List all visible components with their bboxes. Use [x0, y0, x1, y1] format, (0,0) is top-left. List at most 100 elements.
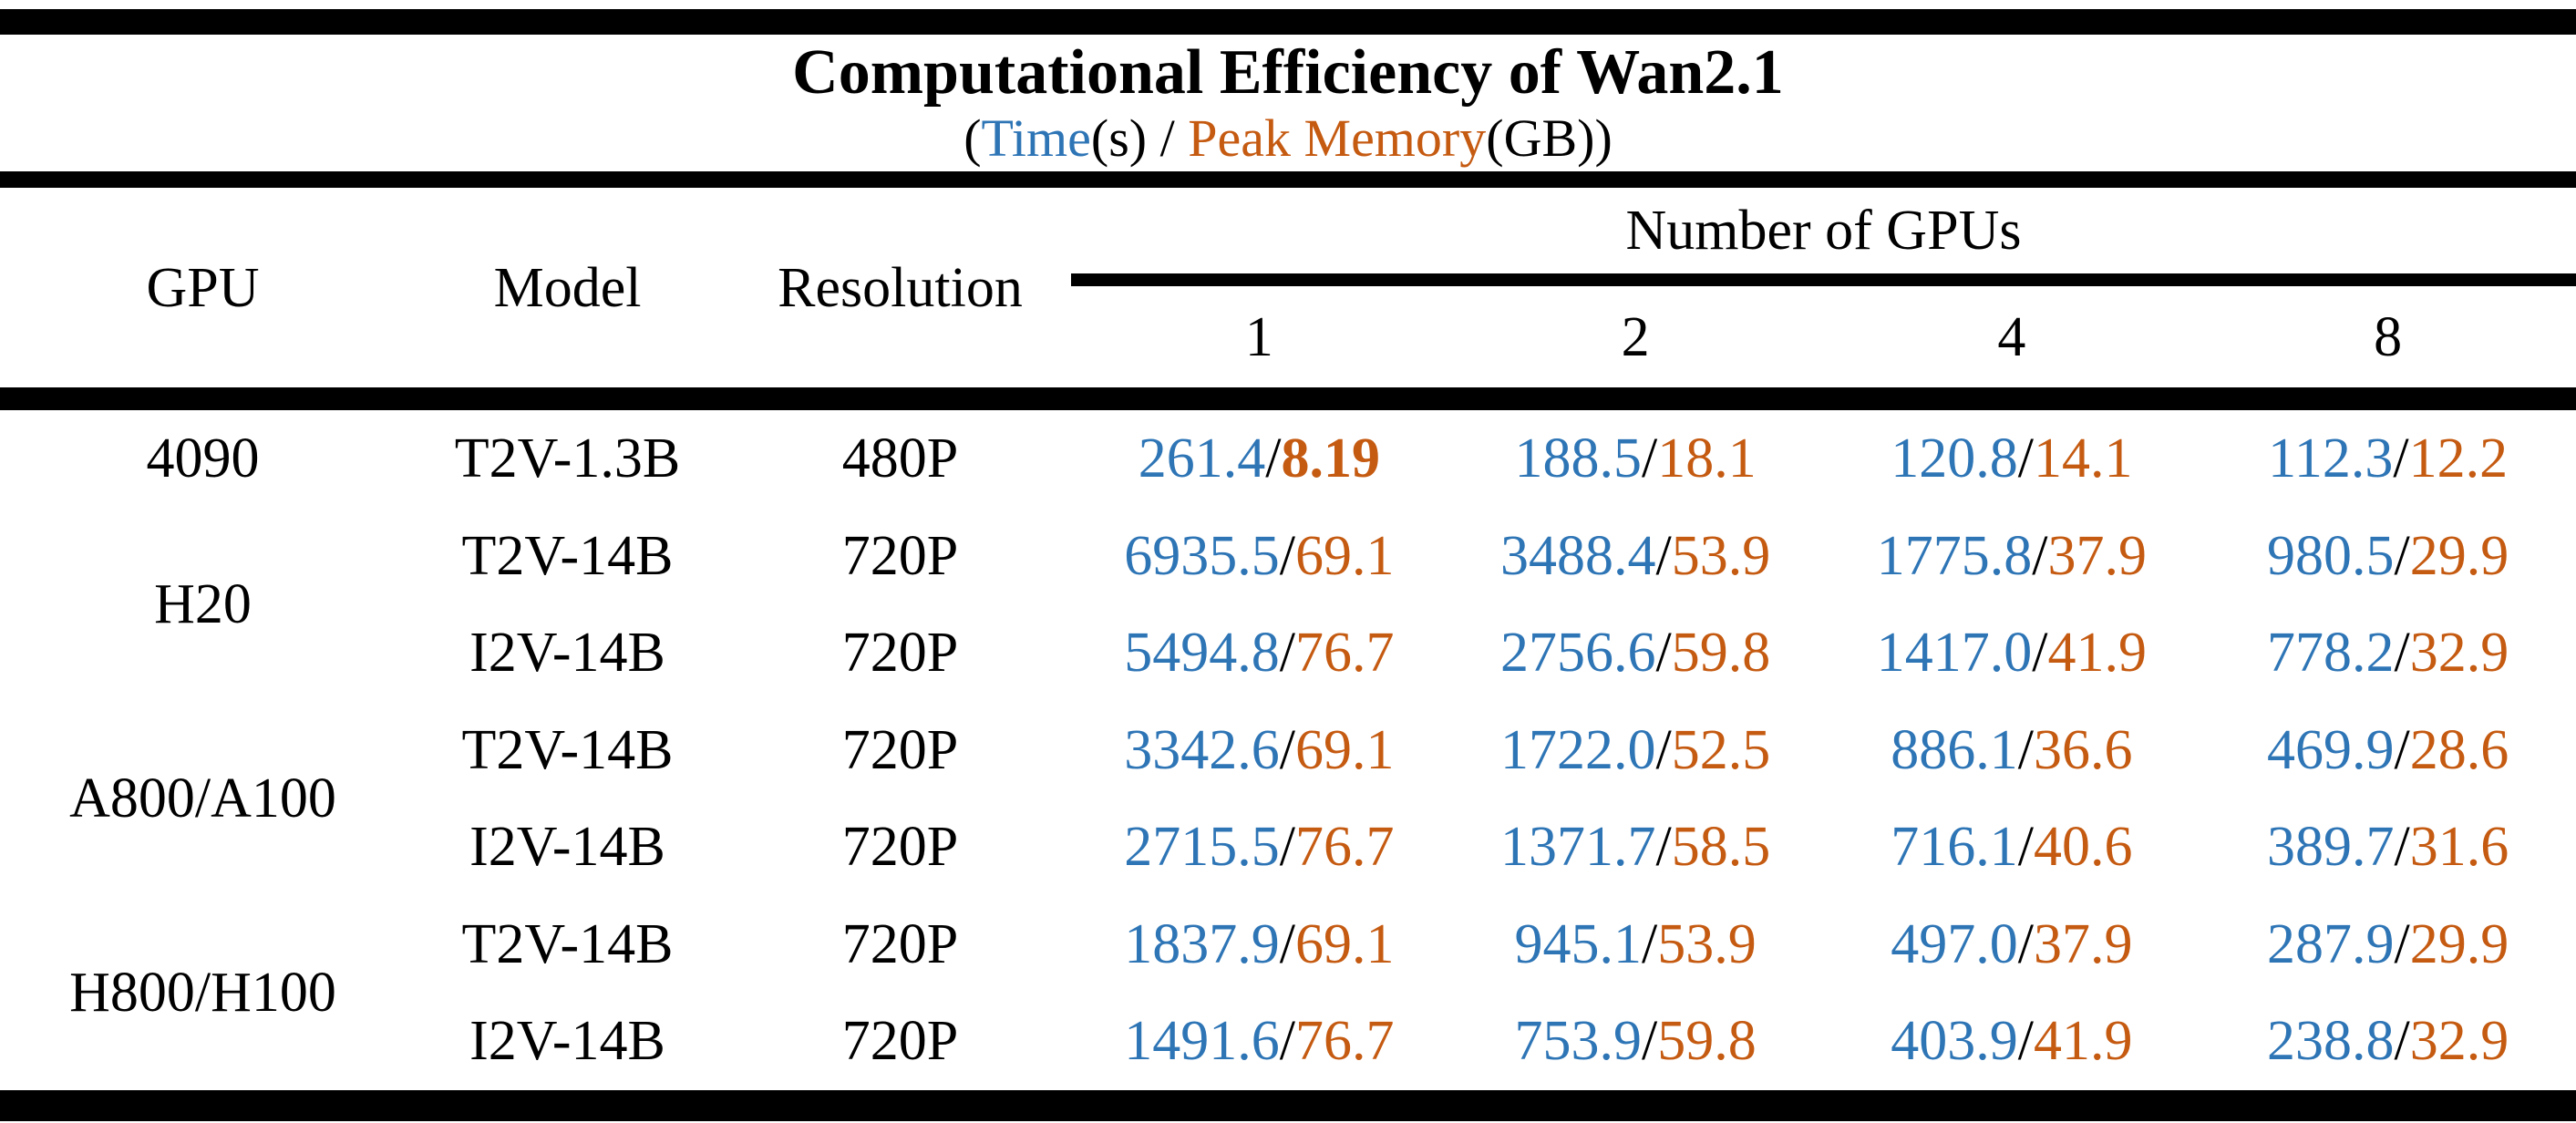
memory-value: 8.19 [1281, 428, 1380, 490]
value-separator: / [1279, 718, 1295, 781]
value-separator: / [2394, 912, 2410, 975]
column-header-gpu-count-2: 2 [1621, 305, 1650, 368]
time-value: 497.0 [1891, 912, 2018, 975]
resolution-cell: 720P [841, 622, 959, 685]
metric-cell: 403.9/41.9 [1824, 993, 2200, 1090]
memory-value: 12.2 [2408, 428, 2509, 490]
value-separator: / [1279, 524, 1295, 587]
time-value: 287.9 [2267, 912, 2395, 975]
column-header-gpu-count-8: 8 [2374, 305, 2403, 368]
time-value: 1491.6 [1124, 1010, 1280, 1073]
value-separator: / [1279, 912, 1295, 975]
memory-value: 69.1 [1294, 524, 1395, 587]
subtitle-memory-unit: (GB) [1486, 108, 1595, 169]
memory-value: 29.9 [2409, 912, 2509, 975]
metric-cell: 1417.0/41.9 [1824, 604, 2200, 702]
value-separator: / [1279, 622, 1295, 685]
time-value: 120.8 [1891, 428, 2018, 490]
model-cell: I2V-14B [469, 1010, 665, 1073]
value-separator: / [2032, 524, 2048, 587]
metric-cell: 716.1/40.6 [1824, 798, 2200, 896]
metric-cell: 886.1/36.6 [1824, 702, 2200, 799]
value-separator: / [1642, 428, 1658, 490]
memory-value: 37.9 [2047, 524, 2147, 587]
subtitle-time-label: Time [981, 108, 1091, 169]
memory-value: 53.9 [1671, 524, 1771, 587]
metric-cell: 238.8/32.9 [2200, 993, 2576, 1090]
memory-value: 76.7 [1294, 816, 1395, 879]
value-separator: / [1655, 524, 1672, 587]
time-value: 945.1 [1514, 912, 1643, 975]
time-value: 716.1 [1891, 816, 2018, 879]
resolution-cell: 720P [841, 718, 959, 781]
value-separator: / [1655, 816, 1672, 879]
time-value: 1775.8 [1876, 524, 2033, 587]
model-cell: T2V-14B [461, 912, 674, 975]
value-separator: / [2394, 1010, 2410, 1073]
model-cell: T2V-14B [461, 524, 674, 587]
value-separator: / [1279, 1010, 1295, 1073]
metric-cell: 1722.0/52.5 [1448, 702, 1824, 799]
memory-value: 59.8 [1657, 1010, 1757, 1073]
time-value: 980.5 [2267, 524, 2395, 587]
subtitle-open-paren: ( [963, 108, 982, 169]
memory-value: 76.7 [1294, 1010, 1395, 1073]
metric-cell: 778.2/32.9 [2200, 604, 2576, 702]
model-cell: T2V-14B [461, 718, 674, 781]
value-separator: / [2032, 622, 2048, 685]
memory-value: 37.9 [2033, 912, 2133, 975]
metric-cell: 3342.6/69.1 [1071, 702, 1448, 799]
header-bottom-rule [0, 387, 2576, 410]
memory-value: 28.6 [2409, 718, 2509, 781]
metric-cell: 980.5/29.9 [2200, 508, 2576, 605]
gpu-cell: A800/A100 [69, 768, 336, 829]
resolution-cell: 720P [841, 524, 959, 587]
model-cell: T2V-1.3B [454, 428, 681, 490]
metric-cell: 1837.9/69.1 [1071, 896, 1448, 994]
column-header-gpu-count-4: 4 [1997, 305, 2026, 368]
metric-cell: 2756.6/59.8 [1448, 604, 1824, 702]
metric-cell: 112.3/12.2 [2200, 410, 2576, 508]
gpu-cell: H20 [154, 573, 252, 635]
memory-value: 69.1 [1294, 912, 1395, 975]
value-separator: / [1655, 718, 1672, 781]
value-separator: / [2394, 524, 2410, 587]
header-top-rule [0, 171, 2576, 188]
metric-cell: 389.7/31.6 [2200, 798, 2576, 896]
column-header-model: Model [493, 256, 642, 319]
metric-cell: 5494.8/76.7 [1071, 604, 1448, 702]
metric-cell: 753.9/59.8 [1448, 993, 1824, 1090]
top-rule [0, 9, 2576, 35]
resolution-cell: 720P [841, 1010, 959, 1073]
metric-cell: 2715.5/76.7 [1071, 798, 1448, 896]
memory-value: 32.9 [2409, 622, 2509, 685]
gpu-count-group-rule [1071, 273, 2576, 286]
value-separator: / [2017, 912, 2034, 975]
time-value: 3488.4 [1500, 524, 1656, 587]
metric-cell: 469.9/28.6 [2200, 702, 2576, 799]
subtitle-memory-label: Peak Memory [1188, 108, 1487, 169]
time-value: 188.5 [1514, 428, 1643, 490]
time-value: 403.9 [1891, 1010, 2018, 1073]
column-header-gpu: GPU [146, 256, 260, 319]
time-value: 753.9 [1514, 1010, 1643, 1073]
metric-cell: 6935.5/69.1 [1071, 508, 1448, 605]
table-title-block: Computational Efficiency of Wan2.1 (Time… [0, 35, 2576, 171]
bottom-rule [0, 1089, 2576, 1121]
memory-value: 14.1 [2033, 428, 2133, 490]
value-separator: / [2394, 816, 2410, 879]
metric-cell: 261.4/8.19 [1071, 410, 1448, 508]
resolution-cell: 720P [841, 912, 959, 975]
column-header-resolution: Resolution [778, 256, 1023, 319]
value-separator: / [2393, 428, 2409, 490]
time-value: 1837.9 [1124, 912, 1280, 975]
model-cell: I2V-14B [469, 622, 665, 685]
time-value: 3342.6 [1124, 718, 1280, 781]
metric-cell: 1491.6/76.7 [1071, 993, 1448, 1090]
table-header: GPU Model Resolution Number of GPUs 1 2 … [0, 188, 2576, 387]
memory-value: 76.7 [1294, 622, 1395, 685]
resolution-cell: 480P [841, 428, 959, 490]
value-separator: / [2394, 622, 2410, 685]
value-separator: / [2017, 816, 2034, 879]
subtitle-time-unit: (s) [1090, 108, 1148, 169]
